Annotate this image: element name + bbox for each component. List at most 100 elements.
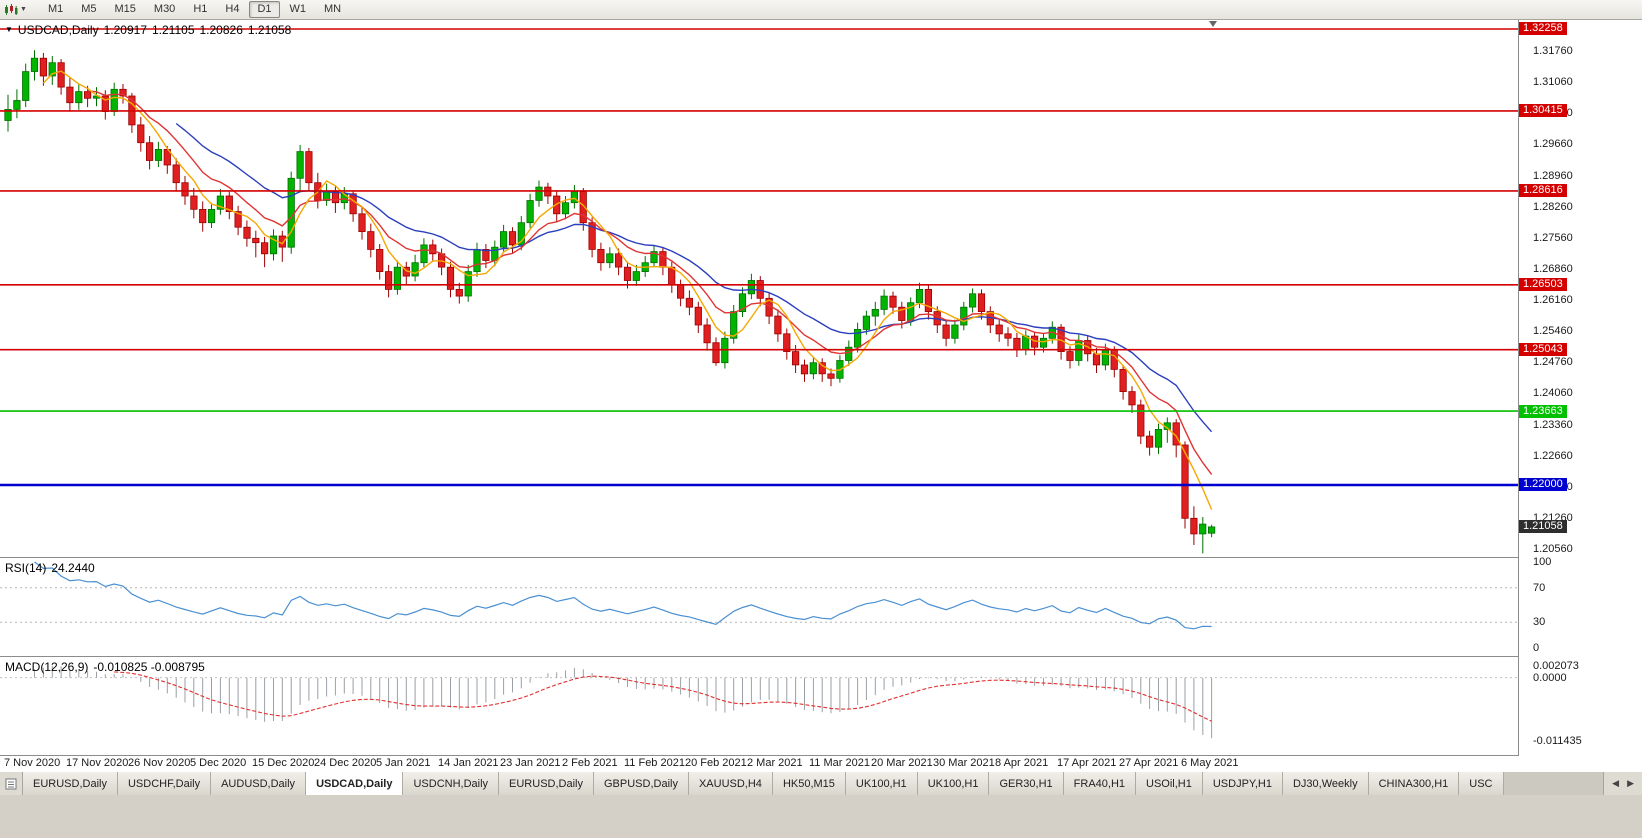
chart-tab[interactable]: GBPUSD,Daily xyxy=(594,772,689,795)
current-price-badge: 1.21058 xyxy=(1519,520,1567,533)
price-level-badge: 1.28616 xyxy=(1519,184,1567,197)
timeframe-button-m30[interactable]: M30 xyxy=(153,3,176,15)
price-axis-label: 1.23360 xyxy=(1533,419,1573,431)
candle-body xyxy=(349,193,357,215)
timeframe-button-w1[interactable]: W1 xyxy=(289,3,307,15)
candle-body xyxy=(216,195,224,210)
ohlc-high: 1.21105 xyxy=(152,23,195,37)
price-axis-label: 1.27560 xyxy=(1533,232,1573,244)
date-axis: 7 Nov 2020 17 Nov 2020 26 Nov 2020 5 Dec 20… xyxy=(0,756,1642,773)
chevron-down-icon[interactable]: ▼ xyxy=(20,6,27,13)
candle-body xyxy=(260,242,269,255)
date-label: 17 Apr 2021 xyxy=(1057,757,1117,769)
candle-body xyxy=(287,177,295,248)
date-label: 8 Apr 2021 xyxy=(995,757,1049,769)
chart-tab[interactable]: GER30,H1 xyxy=(989,772,1064,795)
candle-body xyxy=(597,248,605,264)
timeframe-button-m5[interactable]: M5 xyxy=(81,3,97,15)
candlestick-chart-icon[interactable] xyxy=(4,3,18,16)
date-label: 20 Feb 2021 xyxy=(685,757,747,769)
chart-tab[interactable]: USDCAD,Daily xyxy=(306,772,404,795)
candle-body xyxy=(473,248,481,272)
chart-shift-marker[interactable] xyxy=(1209,21,1217,27)
chart-tab[interactable]: EURUSD,Daily xyxy=(23,772,118,795)
timeframe-button-m1[interactable]: M1 xyxy=(47,3,64,15)
date-label: 30 Mar 2021 xyxy=(933,757,995,769)
date-label: 23 Jan 2021 xyxy=(500,757,561,769)
candle-body xyxy=(252,237,260,244)
chart-tab[interactable]: USC xyxy=(1459,772,1504,795)
candle-body xyxy=(190,195,198,210)
timeframe-toolbar: ▼ M1 M5 M15 M30 H1 H4 D1 W1 MN xyxy=(0,0,1642,20)
chart-tab[interactable]: AUDUSD,Daily xyxy=(211,772,307,795)
price-level-badge: 1.26503 xyxy=(1519,278,1567,291)
charts-list-icon[interactable] xyxy=(0,772,23,795)
candlestick-chart[interactable] xyxy=(0,20,1518,557)
date-label: 2 Mar 2021 xyxy=(747,757,803,769)
chart-tab[interactable]: USDCNH,Daily xyxy=(403,772,500,795)
timeframe-button-h4[interactable]: H4 xyxy=(225,3,240,15)
chart-tools-group[interactable]: ▼ xyxy=(4,3,29,16)
chart-tab[interactable]: EURUSD,Daily xyxy=(499,772,594,795)
chart-tab[interactable]: DJ30,Weekly xyxy=(1282,772,1369,795)
price-level-badge: 1.25043 xyxy=(1519,343,1567,356)
chart-tab[interactable]: UK100,H1 xyxy=(917,772,990,795)
price-axis-label: 1.20560 xyxy=(1533,543,1573,555)
macd-value: -0.010825 -0.008795 xyxy=(93,660,205,674)
chart-tab[interactable]: USDCHF,Daily xyxy=(117,772,212,795)
candle-body xyxy=(862,315,871,330)
candle-body xyxy=(1092,353,1101,366)
candle-body xyxy=(898,306,906,321)
tab-scroll-right-icon[interactable]: ▶ xyxy=(1627,778,1634,788)
chart-tab[interactable]: USOil,H1 xyxy=(1136,772,1203,795)
ohlc-close: 1.21058 xyxy=(247,23,292,37)
candle-body xyxy=(712,342,720,364)
chart-tab[interactable]: XAUUSD,H4 xyxy=(688,772,773,795)
candle-body xyxy=(792,351,800,366)
candle-body xyxy=(1137,404,1145,437)
rsi-axis-label: 30 xyxy=(1533,616,1546,628)
timeframe-button-d1[interactable]: D1 xyxy=(249,1,280,18)
candle-body xyxy=(75,91,83,104)
chart-tab[interactable]: CHINA300,H1 xyxy=(1368,772,1460,795)
tab-scroll-left-icon[interactable]: ◀ xyxy=(1612,778,1620,788)
date-label: 7 Nov 2020 xyxy=(4,757,61,769)
chart-tab[interactable]: HK50,M15 xyxy=(772,772,846,795)
macd-chart[interactable] xyxy=(0,657,1518,755)
candle-body xyxy=(854,328,862,348)
candle-body xyxy=(632,271,640,281)
candle-body xyxy=(225,195,233,213)
candle-body xyxy=(376,248,384,272)
candle-body xyxy=(305,151,313,184)
date-label: 17 Nov 2020 xyxy=(66,757,129,769)
chart-tab[interactable]: FRA40,H1 xyxy=(1063,772,1137,795)
timeframe-button-h1[interactable]: H1 xyxy=(193,3,208,15)
candle-body xyxy=(1066,351,1074,361)
timeframe-buttons: M1 M5 M15 M30 H1 H4 D1 W1 MN xyxy=(39,1,350,18)
symbol-dropdown-icon[interactable]: ▼ xyxy=(5,25,13,34)
ohlc-open: 1.20917 xyxy=(103,23,147,37)
candle-body xyxy=(1119,368,1127,392)
price-axis-label: 1.25460 xyxy=(1533,325,1573,337)
date-label: 6 May 2021 xyxy=(1181,757,1239,769)
status-bar xyxy=(0,795,1642,838)
candle-body xyxy=(30,57,39,72)
chart-tab[interactable]: UK100,H1 xyxy=(845,772,918,795)
date-label: 14 Jan 2021 xyxy=(438,757,499,769)
macd-axis-label: -0.011435 xyxy=(1533,735,1582,747)
chart-tab[interactable]: USDJPY,H1 xyxy=(1202,772,1283,795)
candle-body xyxy=(827,373,835,379)
candle-body xyxy=(960,306,968,326)
timeframe-button-mn[interactable]: MN xyxy=(324,3,342,15)
rsi-panel[interactable]: RSI(14) 24.2440 xyxy=(0,558,1518,657)
candle-body xyxy=(181,182,189,197)
rsi-chart[interactable] xyxy=(0,558,1518,656)
macd-label: MACD(12,26,9) xyxy=(5,660,89,674)
timeframe-button-m15[interactable]: M15 xyxy=(114,3,136,15)
candle-body xyxy=(800,364,809,375)
candle-body xyxy=(296,151,304,179)
macd-panel[interactable]: MACD(12,26,9) -0.010825 -0.008795 xyxy=(0,657,1518,756)
rsi-axis-label: 0 xyxy=(1533,642,1540,654)
main-chart-panel[interactable]: ▼ USDCAD,Daily 1.20917 1.21105 1.20826 1.2105… xyxy=(0,20,1518,558)
